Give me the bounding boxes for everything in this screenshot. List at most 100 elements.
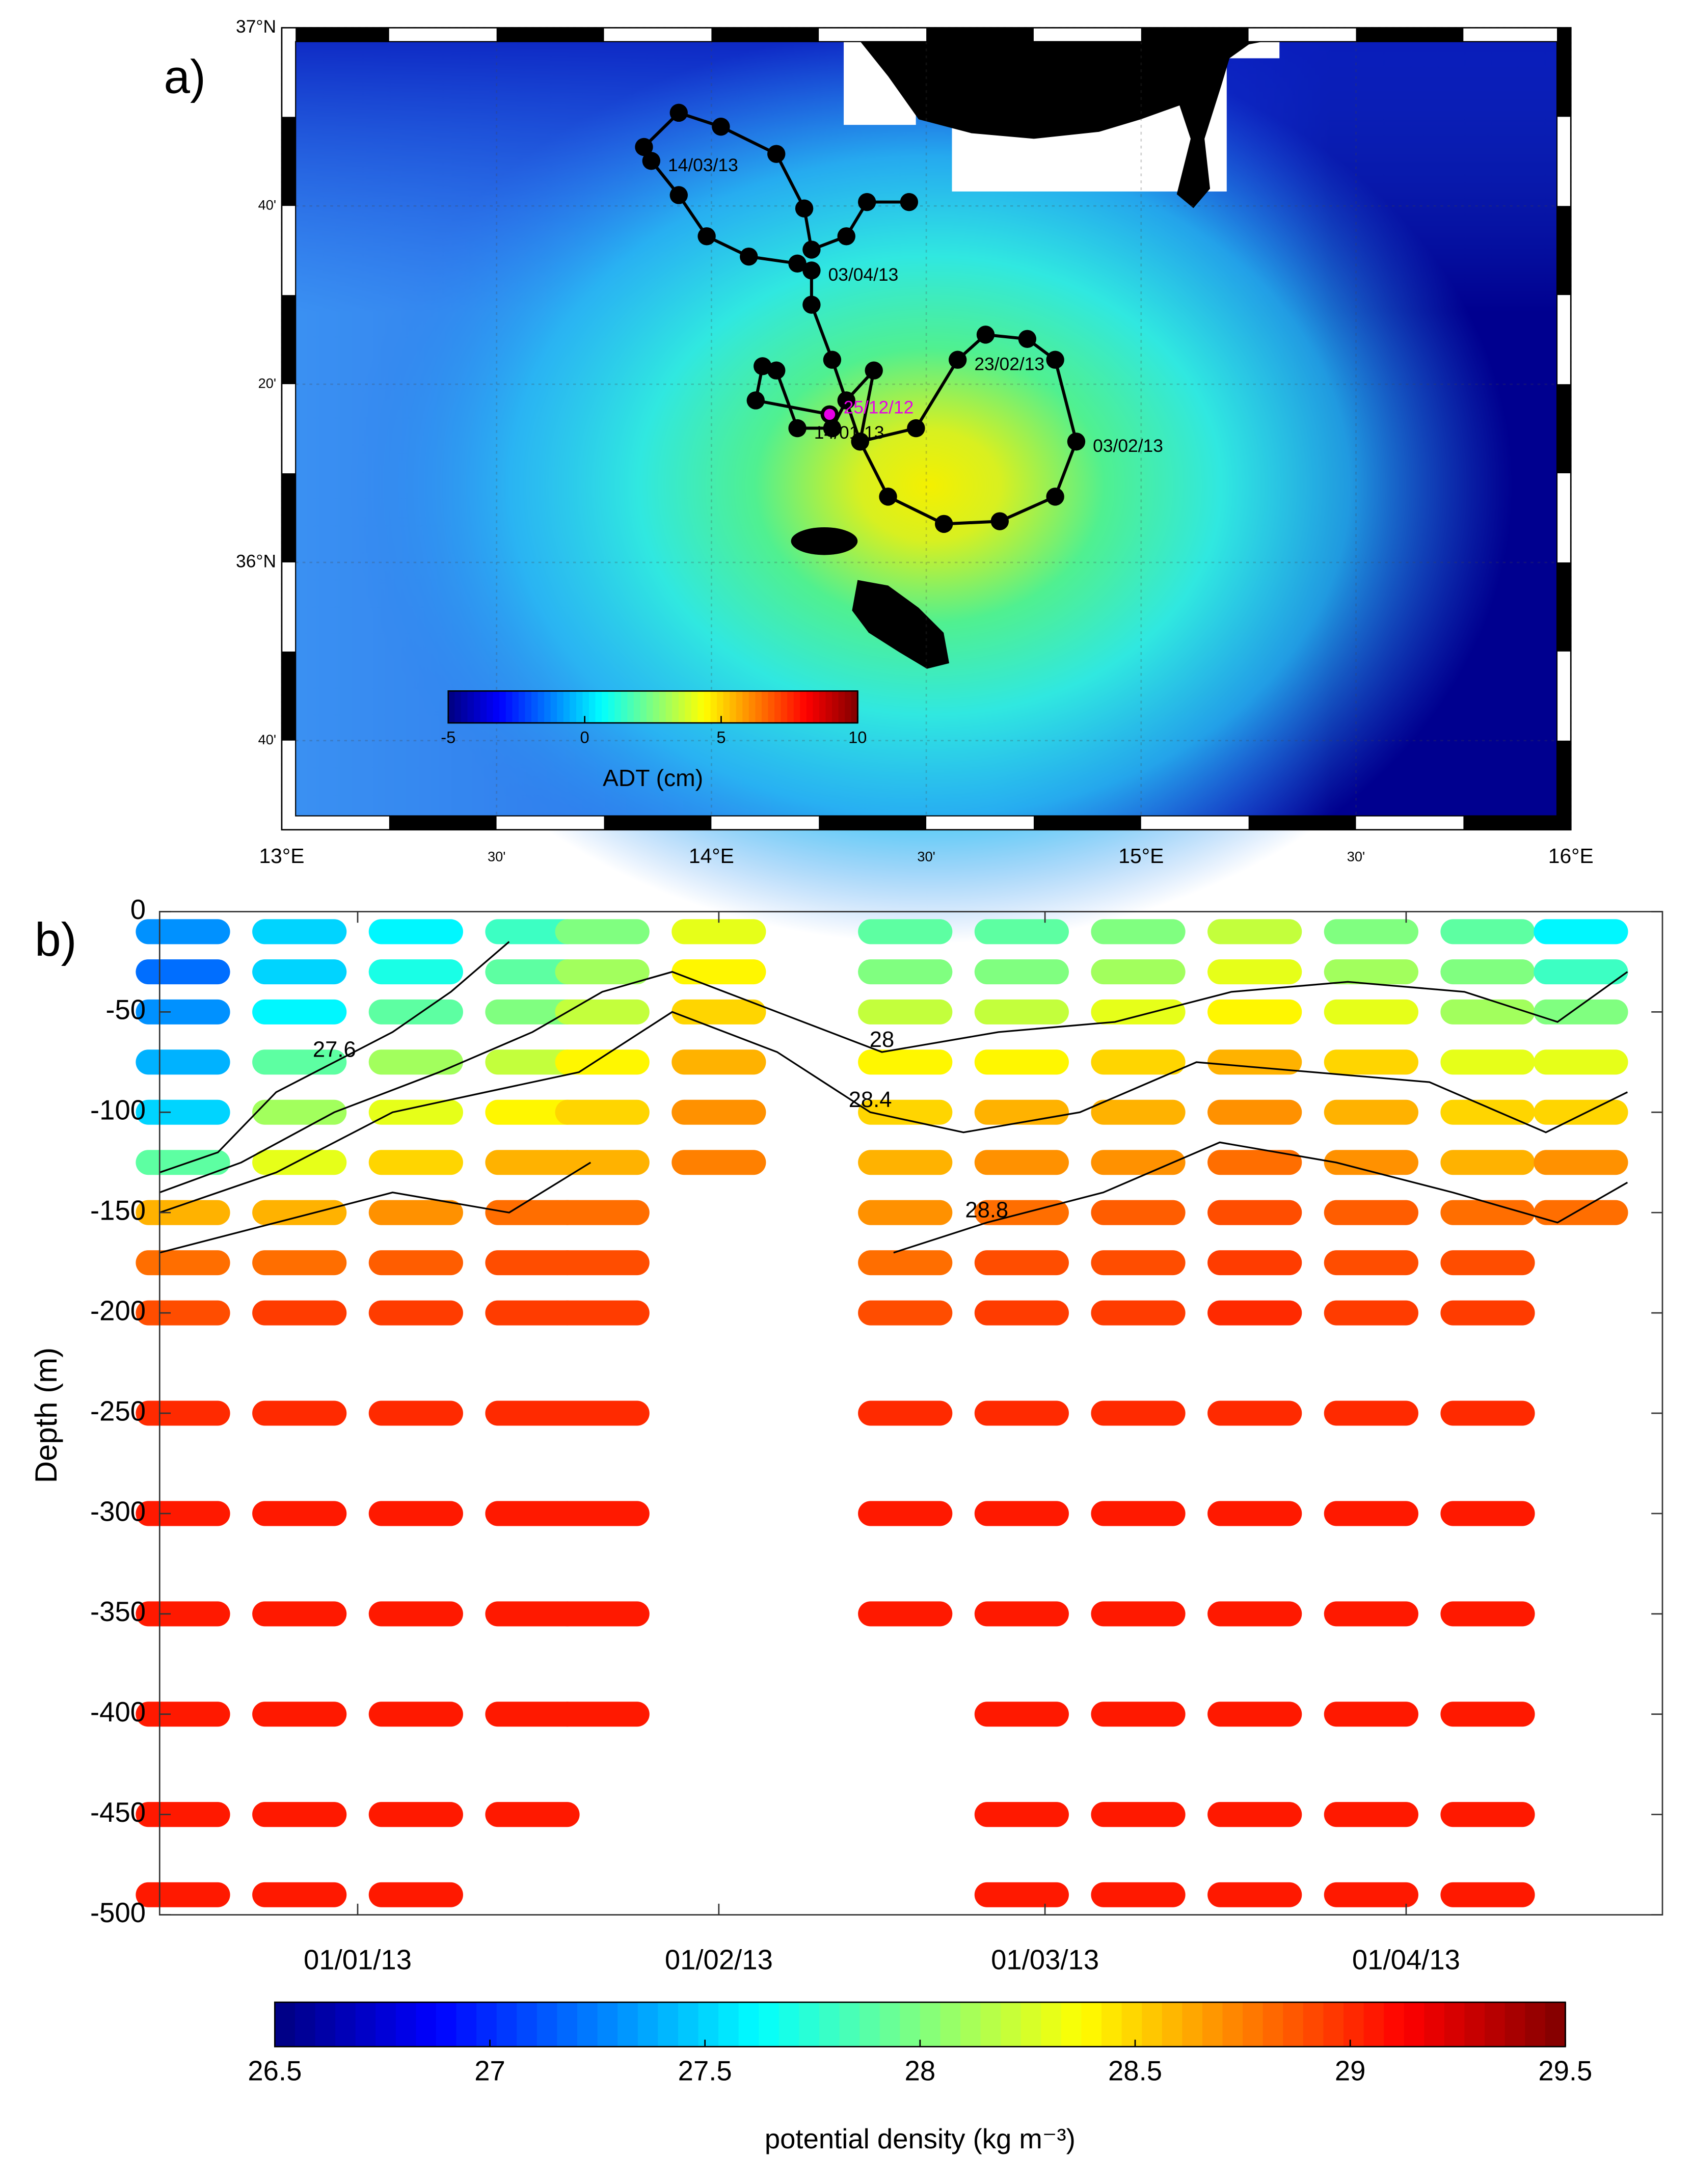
frame-block xyxy=(281,28,296,117)
land-gozo xyxy=(791,527,858,555)
colorbar-step xyxy=(778,2002,800,2047)
density-sample xyxy=(1091,1099,1186,1125)
density-sample xyxy=(1324,1200,1418,1225)
y-tick-label: -450 xyxy=(90,1797,146,1828)
density-sample xyxy=(1207,1250,1302,1276)
frame-block xyxy=(926,816,1034,830)
float-position xyxy=(767,145,786,163)
land-malta xyxy=(852,580,950,669)
density-sample xyxy=(1534,1200,1628,1225)
colorbar-step xyxy=(621,691,628,723)
colorbar-step xyxy=(517,2002,538,2047)
density-sample xyxy=(1091,1702,1186,1727)
colorbar-step xyxy=(678,691,686,723)
colorbar-step xyxy=(736,691,743,723)
density-sample xyxy=(368,1300,463,1326)
density-sample xyxy=(368,919,463,945)
density-sample xyxy=(974,1400,1069,1426)
density-sample xyxy=(671,1049,766,1075)
frame-block xyxy=(604,816,712,830)
land-sicily xyxy=(860,41,1263,208)
density-sample xyxy=(671,1099,766,1125)
density-sample xyxy=(252,919,347,945)
colorbar-step xyxy=(1384,2002,1405,2047)
density-sample xyxy=(252,1250,347,1276)
colorbar-step xyxy=(1020,2002,1042,2047)
date-label: 03/02/13 xyxy=(1093,436,1163,456)
float-position xyxy=(823,419,842,438)
colorbar-step xyxy=(487,691,494,723)
x-tick-label: 01/04/13 xyxy=(1352,1945,1460,1976)
density-sample xyxy=(136,1802,230,1827)
float-position xyxy=(1046,350,1064,369)
y-tick-label: -400 xyxy=(90,1696,146,1728)
colorbar-step xyxy=(395,2002,417,2047)
density-sample xyxy=(485,1300,580,1326)
colorbar-step xyxy=(832,691,840,723)
y-tick-label: 36°N xyxy=(236,551,276,571)
colorbar-step xyxy=(544,691,552,723)
colorbar-step xyxy=(608,691,615,723)
density-sample xyxy=(555,1049,650,1075)
density-sample xyxy=(136,999,230,1024)
colorbar-step xyxy=(1545,2002,1566,2047)
density-sample xyxy=(1324,1882,1418,1907)
float-position xyxy=(990,512,1009,530)
frame-block xyxy=(1557,206,1571,295)
frame-block xyxy=(281,28,389,42)
float-position xyxy=(767,361,786,380)
colorbar-step xyxy=(819,2002,841,2047)
density-sample xyxy=(252,959,347,985)
density-sample xyxy=(1091,1882,1186,1907)
colorbar-step xyxy=(518,691,526,723)
density-sample xyxy=(1324,1300,1418,1326)
density-sample xyxy=(555,1099,650,1125)
colorbar-step xyxy=(467,691,475,723)
density-sample xyxy=(1534,1150,1628,1175)
colorbar-tick-label: 5 xyxy=(716,728,725,747)
float-position xyxy=(837,227,855,246)
date-label: 03/04/13 xyxy=(828,264,899,285)
colorbar-step xyxy=(557,691,565,723)
density-sample xyxy=(974,1501,1069,1526)
colorbar-step xyxy=(742,691,750,723)
colorbar-label: potential density (kg m⁻³) xyxy=(765,2123,1076,2154)
colorbar-step xyxy=(960,2002,982,2047)
colorbar-step xyxy=(800,691,808,723)
density-sample xyxy=(1324,1150,1418,1175)
density-sample xyxy=(555,1300,650,1326)
colorbar-step xyxy=(563,691,571,723)
isopycnal xyxy=(159,1141,1628,1254)
colorbar-step xyxy=(723,691,731,723)
density-sample xyxy=(555,1150,650,1175)
colorbar-step xyxy=(1101,2002,1123,2047)
density-sample xyxy=(252,1200,347,1225)
float-position xyxy=(907,419,925,438)
frame-block xyxy=(281,562,296,652)
colorbar-step xyxy=(799,2002,820,2047)
float-position xyxy=(879,488,897,506)
colorbar-step xyxy=(315,2002,336,2047)
density-sample xyxy=(252,1099,347,1125)
density-sample xyxy=(858,1400,953,1426)
colorbar-step xyxy=(597,2002,619,2047)
colorbar-step xyxy=(505,691,513,723)
colorbar-step xyxy=(1303,2002,1325,2047)
colorbar-step xyxy=(678,2002,700,2047)
y-tick-label: -100 xyxy=(90,1095,146,1126)
density-sample xyxy=(858,1601,953,1627)
float-position xyxy=(900,193,919,211)
density-sample xyxy=(1440,1400,1535,1426)
colorbar-tick-label: 29 xyxy=(1335,2056,1366,2087)
density-sample xyxy=(858,1501,953,1526)
density-sample xyxy=(1091,1601,1186,1627)
frame-block xyxy=(281,816,389,830)
frame-block xyxy=(1248,28,1356,42)
density-sample xyxy=(1207,1501,1302,1526)
date-label: 14/03/13 xyxy=(668,155,738,175)
colorbar-step xyxy=(659,691,667,723)
colorbar-step xyxy=(781,691,788,723)
colorbar-frame xyxy=(447,690,858,724)
colorbar-step xyxy=(275,2002,296,2047)
